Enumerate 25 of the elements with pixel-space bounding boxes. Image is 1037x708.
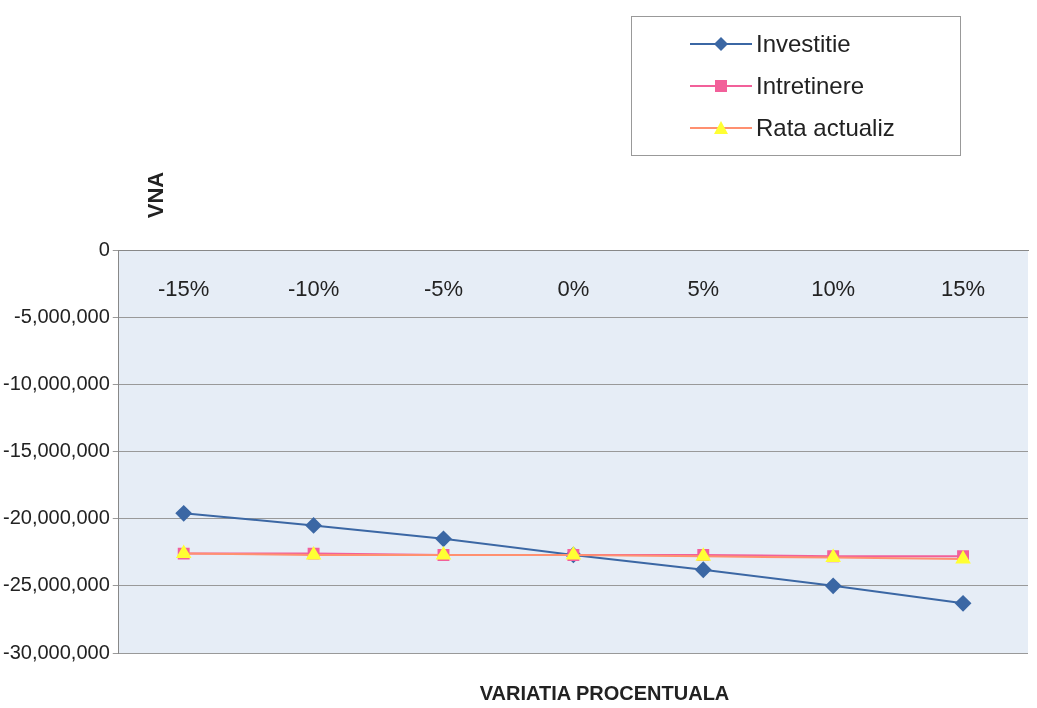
y-tick-label: -5,000,000	[14, 304, 110, 327]
x-tick-label: 0%	[557, 276, 590, 302]
y-tick-label: -25,000,000	[2, 573, 110, 596]
x-tick-label: -10%	[287, 276, 340, 302]
x-tick-label: -15%	[158, 276, 210, 302]
x-tick-label: -5%	[423, 276, 464, 302]
legend-label: Rata actualiz	[756, 114, 895, 142]
point	[435, 530, 452, 547]
x-tick-label: 10%	[811, 276, 856, 302]
point	[305, 517, 322, 534]
point	[825, 577, 842, 594]
x-axis-title: VARIATIA PROCENTUALA	[478, 682, 731, 705]
y-tick-label: -20,000,000	[2, 506, 110, 529]
y-tick-label: -15,000,000	[2, 439, 110, 462]
y-tick-label: -30,000,000	[2, 640, 110, 663]
y-tick-label: 0	[98, 237, 110, 260]
point	[955, 595, 972, 612]
y-tick-label: -10,000,000	[2, 371, 110, 394]
legend-label: Investitie	[756, 30, 851, 58]
x-tick-label: 15%	[941, 276, 986, 302]
y-axis-title: VNA	[143, 170, 169, 221]
point	[175, 505, 192, 522]
legend-label: Intretinere	[756, 72, 865, 100]
x-tick-label: 5%	[687, 276, 720, 302]
point	[695, 561, 712, 578]
